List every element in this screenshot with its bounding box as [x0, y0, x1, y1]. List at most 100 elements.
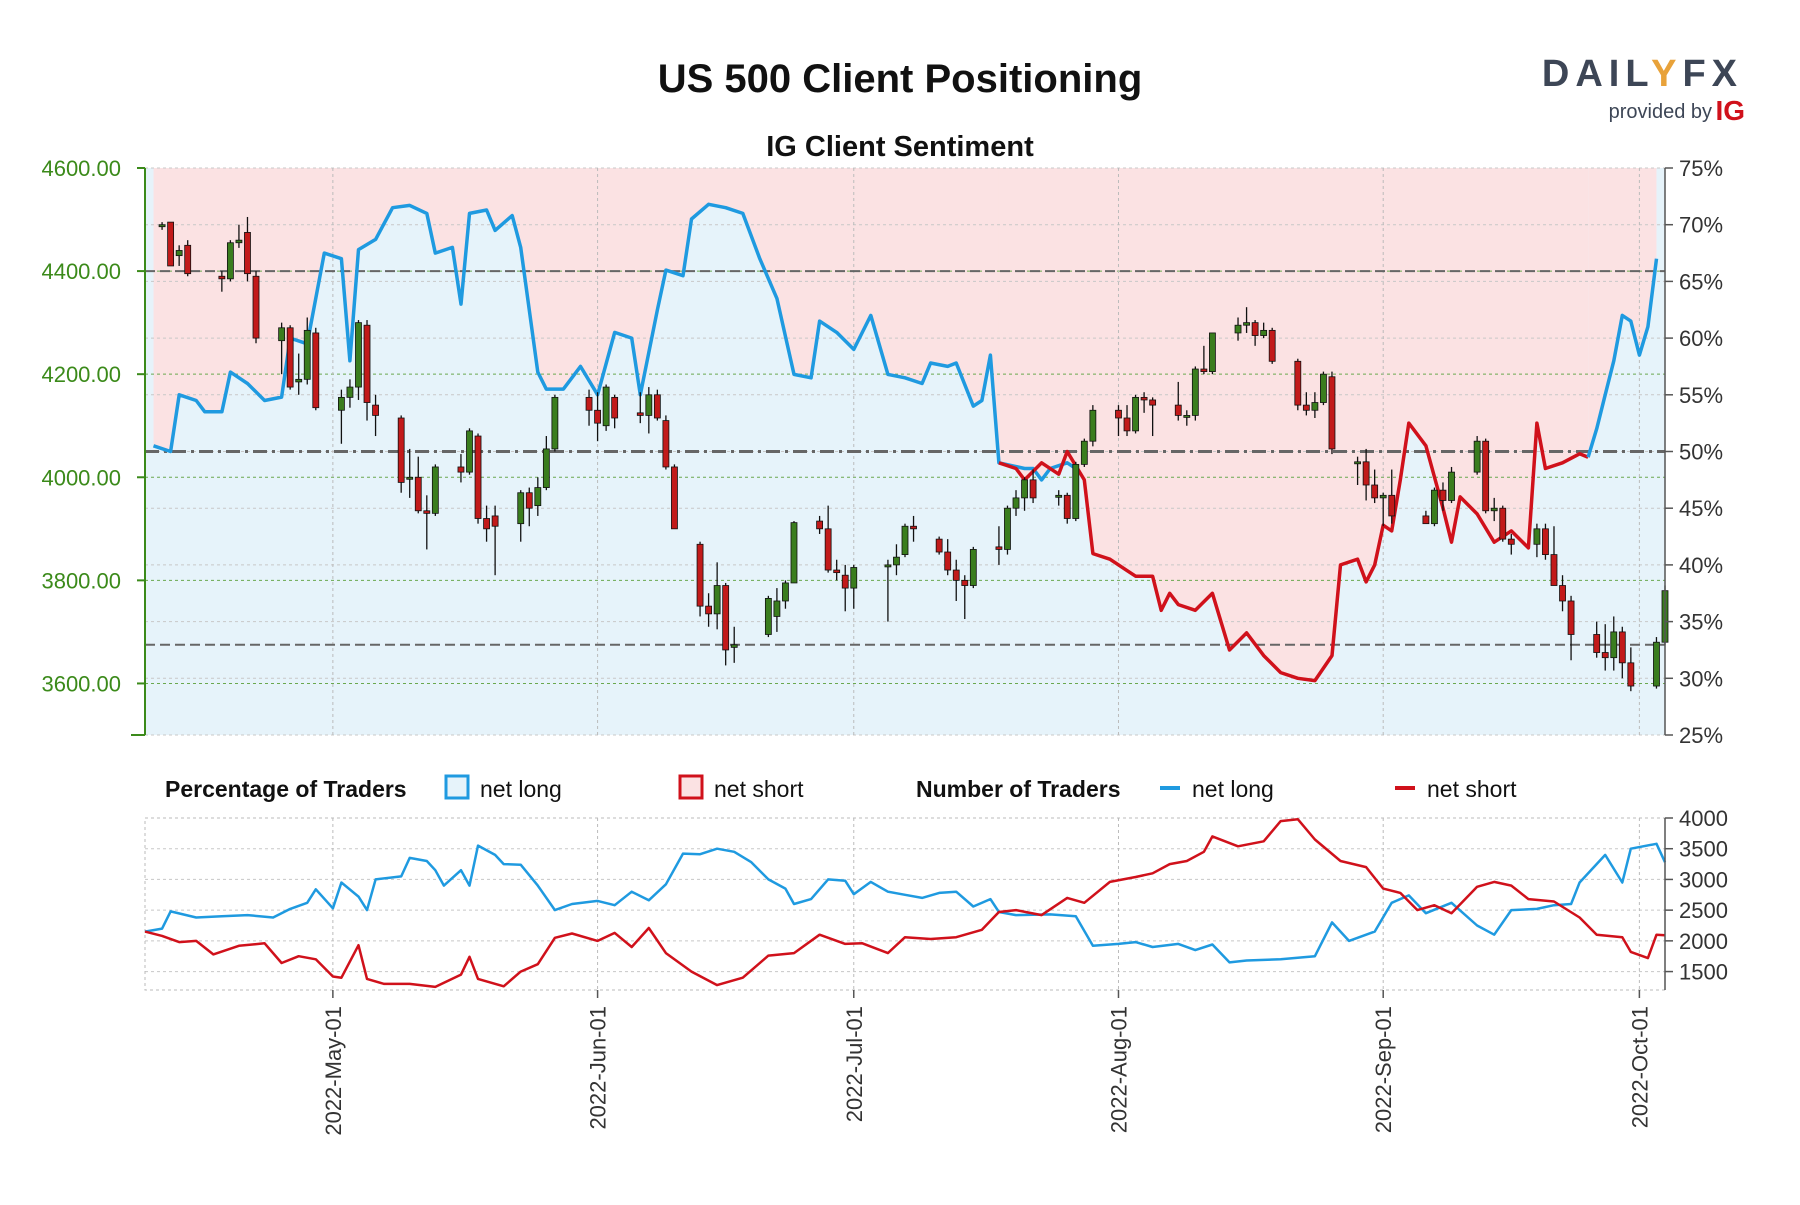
pct-tick-label: 60% [1679, 326, 1723, 351]
pct-tick-label: 65% [1679, 269, 1723, 294]
candle-body [910, 525, 917, 530]
logo-provided-by: provided by [1609, 101, 1712, 123]
candle-body [1149, 399, 1157, 406]
candle-body [1559, 585, 1566, 602]
traders-tick-label: 3500 [1679, 837, 1728, 862]
traders-tick-label: 2500 [1679, 898, 1728, 923]
legend-pct-long-label: net long [480, 776, 562, 802]
candle-body [252, 275, 260, 339]
pct-tick-label: 50% [1679, 440, 1723, 465]
traders-tick-label: 1500 [1679, 960, 1728, 985]
date-tick-label: 2022-Aug-01 [1106, 1006, 1131, 1133]
chart-subtitle: IG Client Sentiment [766, 131, 1034, 163]
candle-body [474, 435, 482, 519]
legend-num-long-label: net long [1192, 776, 1274, 802]
candle-body [995, 546, 1003, 550]
candle-body [1490, 507, 1498, 512]
candle-body [1191, 368, 1199, 416]
candle-body [184, 244, 192, 275]
traders-lines [144, 817, 1667, 989]
candle-body [1132, 396, 1139, 432]
candle-body [645, 394, 653, 416]
chart-title: US 500 Client Positioning [658, 57, 1143, 101]
candle-body [884, 564, 892, 568]
candle-body [961, 579, 969, 586]
candle-body [1268, 329, 1276, 362]
candle-body [1209, 332, 1216, 373]
candle-body [764, 598, 772, 635]
candle-body [457, 466, 465, 473]
candle-body [491, 515, 499, 527]
candle-body [944, 551, 952, 571]
candle-body [1311, 402, 1319, 411]
candle-body [1542, 528, 1549, 555]
candle-body [969, 549, 977, 586]
candle-body [1533, 528, 1541, 545]
candle-body [1601, 652, 1609, 659]
candle-body [1482, 440, 1490, 512]
candle-body [372, 404, 379, 416]
price-tick-label: 4000.00 [41, 465, 121, 490]
candle-body [594, 409, 601, 424]
candle-body [824, 528, 832, 571]
traders-plot-frame [144, 817, 1666, 991]
candle-body [1072, 463, 1080, 519]
candle-body [1439, 489, 1447, 501]
traders-tick-label: 3000 [1679, 867, 1728, 892]
pct-tick-label: 55% [1679, 383, 1723, 408]
candle-body [286, 327, 294, 388]
candle-body [730, 644, 738, 648]
candle-body [1029, 479, 1037, 499]
candle-body [1371, 484, 1379, 499]
candle-body [722, 585, 730, 651]
candle-body [773, 600, 781, 617]
candle-body [346, 386, 354, 398]
traders-line-net-short [144, 817, 1666, 989]
candle-body [1260, 329, 1268, 336]
candle-body [850, 567, 858, 589]
candle-body [423, 510, 431, 514]
legend: Percentage of Traders net long net short… [165, 774, 1517, 802]
main-plot-axes: 4600.00 4400.00 4200.00 4000.00 3800.00 3600.… [41, 156, 1723, 748]
candle-body [1123, 417, 1131, 432]
candle-body [1448, 471, 1455, 501]
candle-body [295, 378, 303, 383]
candle-body [1294, 360, 1302, 406]
candle-body [1550, 554, 1558, 586]
candle-body [338, 396, 345, 411]
pct-tick-label: 25% [1679, 723, 1723, 748]
pct-tick-label: 45% [1679, 496, 1723, 521]
candle-body [952, 569, 960, 581]
price-tick-label: 4400.00 [41, 259, 121, 284]
legend-pct-long-swatch [444, 774, 470, 800]
pct-tick-label: 40% [1679, 553, 1723, 578]
candle-body [1379, 494, 1387, 499]
legend-pct-title: Percentage of Traders [165, 776, 407, 802]
candle-body [816, 520, 824, 530]
legend-num-title: Number of Traders [916, 776, 1121, 802]
candle-body [1567, 600, 1575, 635]
candle-body [1354, 461, 1361, 465]
candle-body [1362, 461, 1370, 486]
candle-body [782, 582, 789, 602]
candle-body [1183, 415, 1191, 418]
candle-body [1021, 479, 1028, 499]
candle-body [1055, 494, 1063, 498]
candle-body [1200, 368, 1208, 373]
candle-body [1089, 409, 1097, 442]
candle-body [790, 522, 798, 584]
date-tick-label: 2022-Jun-01 [586, 1006, 611, 1130]
candle-body [312, 332, 320, 409]
sentiment-line-net-short [998, 421, 1589, 683]
candle-body [1174, 404, 1182, 416]
candle-body [534, 487, 542, 507]
pct-tick-label: 70% [1679, 213, 1723, 238]
price-tick-label: 3600.00 [41, 671, 121, 696]
date-tick-label: 2022-Oct-01 [1627, 1006, 1652, 1128]
candle-body [1012, 497, 1020, 509]
candle-body [1507, 538, 1515, 545]
price-tick-label: 3800.00 [41, 568, 121, 593]
legend-pct-short-label: net short [714, 776, 804, 802]
traders-tick-label: 4000 [1679, 806, 1728, 831]
candle-body [1328, 376, 1336, 450]
